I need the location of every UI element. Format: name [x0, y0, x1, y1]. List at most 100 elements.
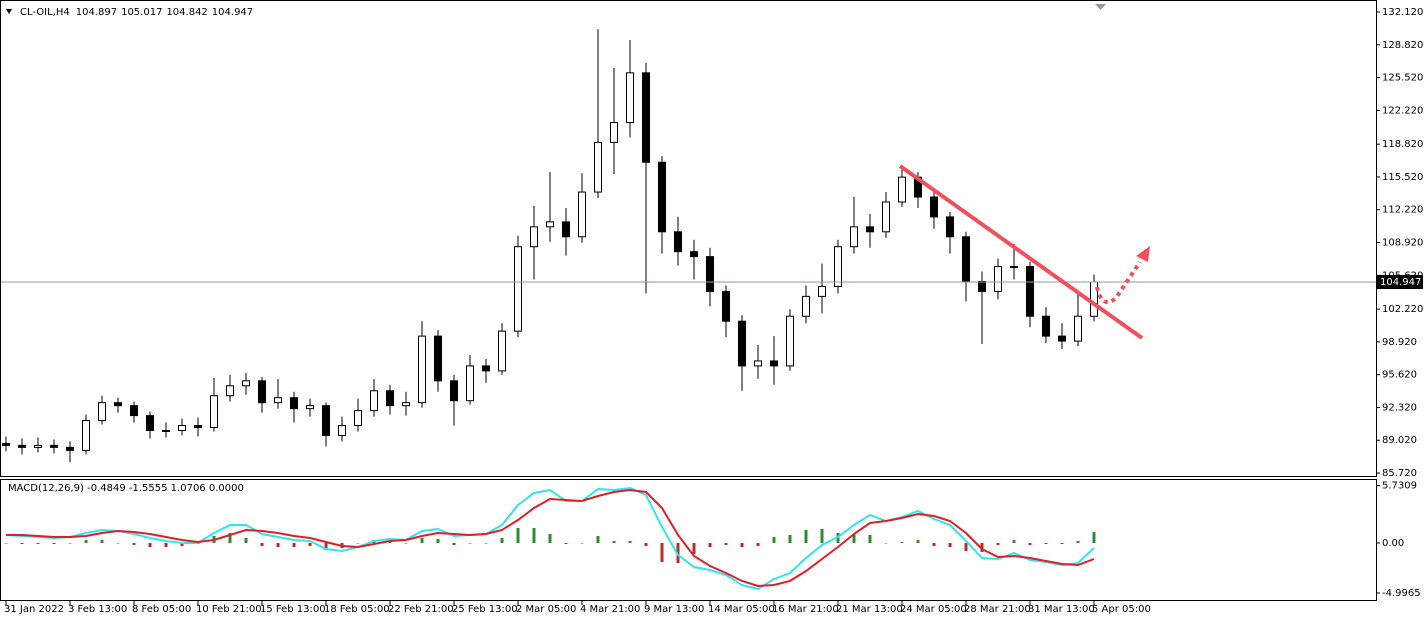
- y-tick-label: 122.220: [1382, 105, 1423, 116]
- histogram-bar: [916, 540, 920, 543]
- histogram-bar: [852, 534, 856, 543]
- x-tick-label: 3 Feb 13:00: [68, 604, 127, 615]
- histogram-bar: [708, 543, 712, 547]
- candle-body: [562, 221, 570, 238]
- candle-body: [818, 285, 826, 297]
- y-tick-label: 115.520: [1382, 172, 1423, 183]
- histogram-bar: [1028, 543, 1032, 545]
- candle-body: [242, 380, 250, 387]
- candle-body: [626, 72, 634, 124]
- candle-body: [578, 191, 586, 238]
- histogram-bar: [404, 543, 408, 544]
- candle-body: [466, 365, 474, 402]
- y-tick-label: 118.820: [1382, 139, 1423, 150]
- y-tick-label: 102.220: [1382, 304, 1423, 315]
- x-tick-label: 31 Mar 13:00: [1028, 604, 1095, 615]
- candle-body: [978, 280, 986, 292]
- x-tick-label: 16 Mar 21:00: [772, 604, 839, 615]
- indicator-line: [5, 486, 1095, 591]
- candle-body: [450, 380, 458, 402]
- indicator-line: [6, 488, 1095, 588]
- candle-body: [514, 246, 522, 332]
- histogram-bar: [1076, 541, 1080, 543]
- x-tick-label: 25 Feb 13:00: [452, 604, 518, 615]
- x-tick-label: 22 Feb 21:00: [388, 604, 454, 615]
- histogram-bar: [484, 543, 488, 544]
- histogram-bar: [868, 535, 872, 543]
- histogram-bar: [756, 543, 760, 546]
- y-tick-label: 125.520: [1382, 73, 1423, 84]
- candle-body: [194, 425, 202, 429]
- histogram-bar: [356, 543, 360, 544]
- histogram-bar: [100, 540, 104, 543]
- histogram-bar: [260, 543, 264, 546]
- histogram-bar: [532, 528, 536, 543]
- histogram-bar: [516, 528, 520, 543]
- candle-body: [530, 226, 538, 248]
- x-tick-label: 28 Mar 21:00: [964, 604, 1031, 615]
- candle-body: [498, 330, 506, 372]
- x-tick-label: 31 Jan 2022: [4, 604, 64, 615]
- chart-title: CL-OIL,H4 104.897 105.017 104.842 104.947: [20, 7, 253, 18]
- candle-body: [114, 402, 122, 407]
- y-tick-label: 128.820: [1382, 40, 1423, 51]
- candle-body: [754, 360, 762, 367]
- candle-body: [594, 141, 602, 193]
- candle-body: [18, 444, 26, 448]
- histogram-bar: [548, 534, 552, 543]
- candle-body: [1058, 335, 1066, 342]
- candle-body: [738, 320, 746, 367]
- histogram-bar: [324, 543, 328, 550]
- x-tick-label: 18 Feb 05:00: [324, 604, 390, 615]
- histogram-bar: [692, 543, 696, 554]
- macd-title: MACD(12,26,9) -0.4849 -1.5555 1.0706 0.0…: [8, 483, 244, 494]
- candle-body: [178, 425, 186, 431]
- candle-body: [546, 221, 554, 228]
- last-price-label: 104.947: [1380, 277, 1421, 288]
- candle-body: [642, 72, 650, 163]
- candle-body: [258, 380, 266, 404]
- histogram-bar: [564, 543, 568, 544]
- histogram-bar: [820, 529, 824, 543]
- candle-body: [370, 390, 378, 412]
- histogram-bar: [932, 543, 936, 546]
- candle-body: [690, 251, 698, 258]
- x-tick-label: 5 Apr 05:00: [1092, 604, 1151, 615]
- candle-body: [802, 295, 810, 317]
- histogram-bar: [788, 535, 792, 543]
- candle-body: [98, 402, 106, 422]
- candle-body: [1074, 315, 1082, 342]
- histogram-bar: [1044, 543, 1048, 544]
- candle-body: [994, 266, 1002, 292]
- histogram-bar: [884, 543, 888, 544]
- candle-body: [2, 442, 10, 446]
- y-tick-label: 108.920: [1382, 238, 1423, 249]
- candle-body: [706, 256, 714, 292]
- menu-arrow: [6, 9, 12, 14]
- candle-body: [386, 390, 394, 407]
- histogram-bar: [20, 543, 24, 544]
- candle-body: [402, 402, 410, 407]
- candle-body: [274, 397, 282, 404]
- candle-body: [82, 420, 90, 451]
- last-price-box: [1377, 274, 1423, 289]
- projection-arrow: [1095, 260, 1142, 305]
- candle-body: [418, 335, 426, 404]
- quote-close: 104.947: [212, 7, 253, 18]
- histogram-bar: [228, 533, 232, 543]
- candle-body: [930, 196, 938, 218]
- candle-body: [306, 405, 314, 410]
- candle-body: [834, 246, 842, 287]
- y-tick-label: 92.320: [1382, 402, 1417, 413]
- histogram-bar: [292, 543, 296, 547]
- histogram-bar: [436, 539, 440, 543]
- histogram-bar: [980, 543, 984, 552]
- candle-body: [226, 385, 234, 397]
- candle-body: [722, 290, 730, 322]
- candle-body: [1010, 266, 1018, 269]
- quote-open: 104.897: [76, 7, 117, 18]
- histogram-bar: [164, 543, 168, 547]
- main-frame: [0, 0, 1377, 477]
- histogram-bar: [468, 543, 472, 544]
